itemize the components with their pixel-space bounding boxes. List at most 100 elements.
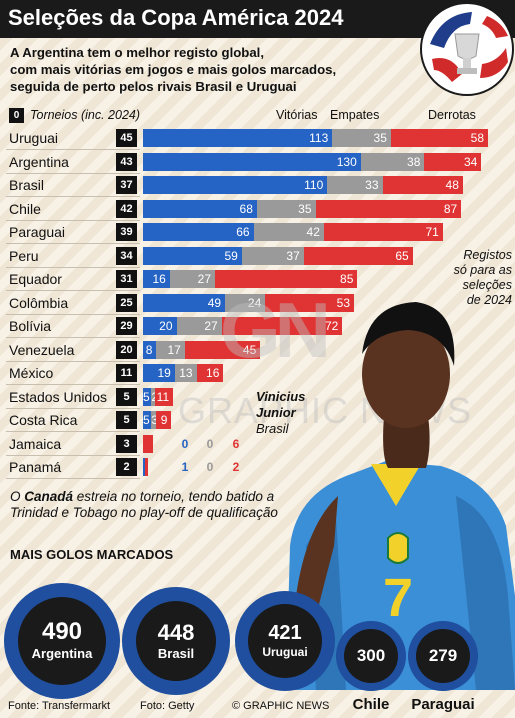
row-divider (6, 266, 140, 268)
footer-source: Fonte: Transfermarkt (8, 700, 111, 712)
goals-count: 421 (268, 621, 302, 644)
bar-draws (151, 411, 157, 429)
bar-losses-label: 85 (340, 272, 354, 286)
legend-losses: Derrotas (428, 108, 476, 122)
footer-photo: Foto: Getty (140, 700, 195, 712)
tournaments-count: 2 (116, 458, 137, 476)
canada-note: O Canadá estreia no torneio, tendo batid… (10, 489, 280, 521)
goals-country: Uruguai (262, 644, 308, 659)
bar-wins (143, 458, 145, 476)
bar-losses (144, 458, 149, 476)
bar-wins-label: 113 (309, 131, 329, 145)
row-divider (6, 243, 140, 244)
team-label: Chile (9, 200, 41, 217)
goals-count: 279 (428, 645, 458, 665)
bar-losses-label: 6 (232, 436, 240, 451)
row-divider (6, 360, 140, 362)
bar-losses-label: 71 (425, 225, 439, 239)
bar-wins-label: 20 (159, 319, 173, 333)
tournaments-count: 5 (116, 411, 137, 429)
bar-wins-label: 16 (152, 272, 166, 286)
bar-draws (225, 293, 266, 312)
bar-losses-label: 34 (463, 154, 478, 169)
tournaments-count: 5 (116, 387, 137, 406)
row-divider (6, 172, 140, 174)
tournaments-count: 11 (116, 364, 137, 382)
bar-wins-label: 1 (181, 460, 189, 474)
row-divider (6, 431, 140, 432)
team-label: México (9, 365, 54, 381)
bar-losses-label: 53 (336, 295, 351, 310)
goals-country: Argentina (31, 646, 93, 662)
bar-losses-label: 9 (160, 413, 168, 427)
goals-country: Chile (352, 696, 390, 713)
team-label: Equador (9, 271, 62, 287)
row-divider (6, 337, 140, 338)
team-label: Peru (9, 247, 39, 264)
goals-count: 448 (157, 620, 195, 646)
bar-draws-label: 24 (247, 295, 262, 310)
team-label: Paraguai (9, 224, 66, 240)
bar-draws-label: 27 (204, 319, 218, 333)
bar-losses (156, 411, 172, 429)
bar-wins (143, 223, 254, 241)
goals-country: Paraguai (411, 696, 475, 713)
bar-losses (184, 340, 261, 359)
player-last-name: Junior (256, 405, 296, 420)
bar-draws (174, 364, 197, 382)
bar-draws-label: 3 (151, 413, 159, 427)
bar-draws-label: 42 (306, 225, 320, 239)
bar-wins-label: 59 (224, 248, 238, 263)
bar-wins-label: 19 (157, 366, 171, 380)
bar-wins (143, 270, 170, 288)
tournaments-count: 43 (116, 152, 137, 171)
row-divider (6, 407, 140, 409)
row-divider (6, 454, 140, 456)
team-label: Argentina (9, 153, 69, 170)
row-divider (6, 149, 140, 150)
bar-losses (382, 176, 463, 194)
svg-text:7: 7 (383, 568, 413, 628)
bar-draws (151, 387, 155, 406)
page-title: Seleções da Copa América 2024 (8, 5, 344, 30)
bar-draws (169, 270, 216, 288)
note-line: seleções (462, 278, 512, 292)
bar-wins-label: 49 (207, 295, 222, 310)
subtitle-line: A Argentina tem o melhor registo global, (10, 45, 265, 60)
team-label: Uruguai (9, 130, 59, 146)
bar-losses-label: 2 (232, 460, 240, 474)
tournaments-count: 37 (116, 176, 137, 194)
legend-wins: Vitórias (276, 108, 318, 122)
bar-draws-label: 17 (167, 342, 181, 357)
bar-wins (143, 129, 333, 147)
team-label: Venezuela (9, 341, 75, 358)
tournaments-count: 42 (116, 199, 137, 218)
bar-draws (176, 317, 222, 335)
bar-draws (327, 176, 383, 194)
bar-wins-label: 68 (239, 201, 253, 216)
bar-losses-label: 45 (242, 342, 257, 357)
bar-wins-label: 0 (181, 436, 189, 451)
tournaments-count: 3 (116, 434, 137, 453)
goals-inner: 421 Uruguai (248, 604, 322, 678)
note-line: de 2024 (466, 293, 512, 307)
goals-inner: 490 Argentina (18, 597, 106, 685)
bar-draws-label: 35 (373, 131, 387, 145)
row-divider (6, 384, 140, 385)
bar-wins-label: 66 (236, 225, 250, 239)
bar-losses-label: 16 (206, 366, 220, 380)
bar-losses (154, 387, 174, 406)
bar-losses (303, 246, 413, 265)
goals-inner: 448 Brasil (136, 601, 216, 681)
row-divider (6, 478, 140, 479)
bar-draws-label: 33 (365, 178, 379, 192)
bar-draws (360, 152, 425, 171)
goals-inner: 279 (416, 629, 470, 683)
bar-wins (143, 246, 242, 265)
bar-losses (390, 129, 489, 147)
player-first-name: Vinicius (256, 389, 306, 404)
bar-wins-label: 5 (143, 413, 150, 427)
bar-losses-label: 11 (156, 389, 170, 404)
tournaments-count: 29 (116, 317, 137, 335)
bar-losses (196, 364, 224, 382)
